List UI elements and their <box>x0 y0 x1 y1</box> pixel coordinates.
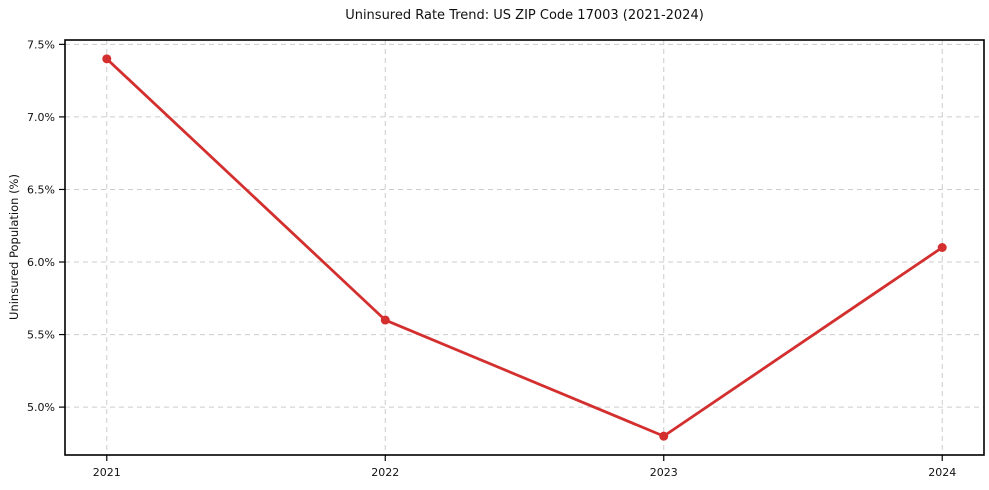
y-tick-label: 5.5% <box>27 329 55 342</box>
data-point <box>937 243 947 252</box>
y-tick-label: 5.0% <box>27 401 55 414</box>
data-point <box>380 315 390 325</box>
x-tick-label: 2021 <box>93 466 121 479</box>
x-tick-label: 2023 <box>650 466 678 479</box>
plot-border <box>64 39 985 456</box>
trend-line <box>105 57 944 438</box>
y-tick-label: 6.5% <box>27 183 55 196</box>
x-tick-label: 2024 <box>928 466 956 479</box>
x-tick-label: 2022 <box>371 466 399 479</box>
y-tick-label: 7.0% <box>27 111 55 124</box>
data-point <box>659 431 669 441</box>
y-tick-label: 7.5% <box>27 38 55 51</box>
chart-title: Uninsured Rate Trend: US ZIP Code 17003 … <box>345 8 704 23</box>
y-tick-label: 6.0% <box>27 256 55 269</box>
data-point <box>102 54 112 64</box>
